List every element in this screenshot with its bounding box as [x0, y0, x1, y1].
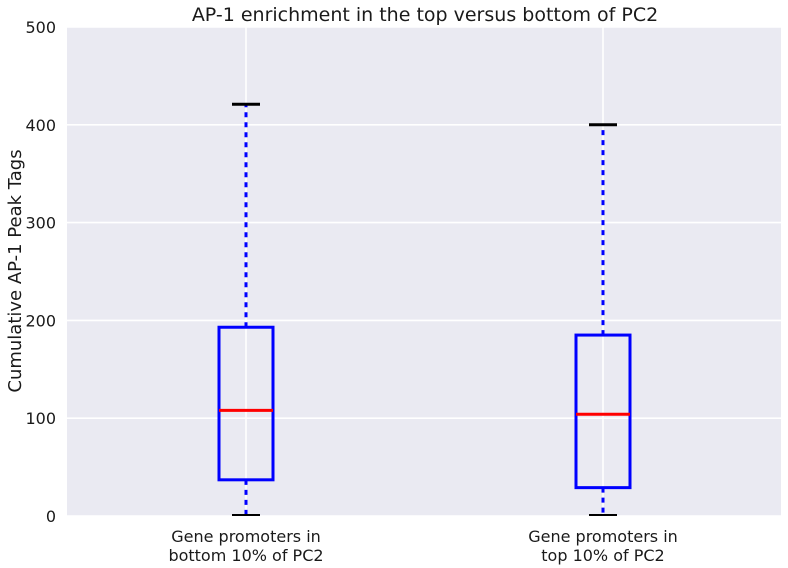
y-tick-label: 400	[25, 116, 56, 135]
box-group	[217, 102, 275, 516]
boxes	[217, 102, 632, 516]
y-tick-label: 200	[25, 311, 56, 330]
chart-title: AP-1 enrichment in the top versus bottom…	[192, 4, 658, 26]
y-tick-label: 500	[25, 18, 56, 37]
y-tick-labels: 0 100 200 300 400 500	[25, 18, 56, 526]
grid-lines	[67, 26, 781, 517]
x-tick-label-line: Gene promoters in	[528, 527, 678, 546]
y-axis-label: Cumulative AP-1 Peak Tags	[5, 149, 26, 392]
x-tick-label: Gene promoters in top 10% of PC2	[528, 527, 678, 565]
iqr-box	[574, 333, 632, 490]
y-tick-label: 0	[46, 507, 56, 526]
iqr-box	[217, 325, 275, 482]
x-tick-label-line: top 10% of PC2	[541, 546, 664, 565]
box-group	[574, 123, 632, 516]
plot-area	[67, 27, 781, 516]
y-tick-label: 100	[25, 409, 56, 428]
x-tick-label-line: bottom 10% of PC2	[168, 546, 323, 565]
y-tick-label: 300	[25, 214, 56, 233]
x-tick-label: Gene promoters in bottom 10% of PC2	[168, 527, 323, 565]
x-tick-label-line: Gene promoters in	[171, 527, 321, 546]
